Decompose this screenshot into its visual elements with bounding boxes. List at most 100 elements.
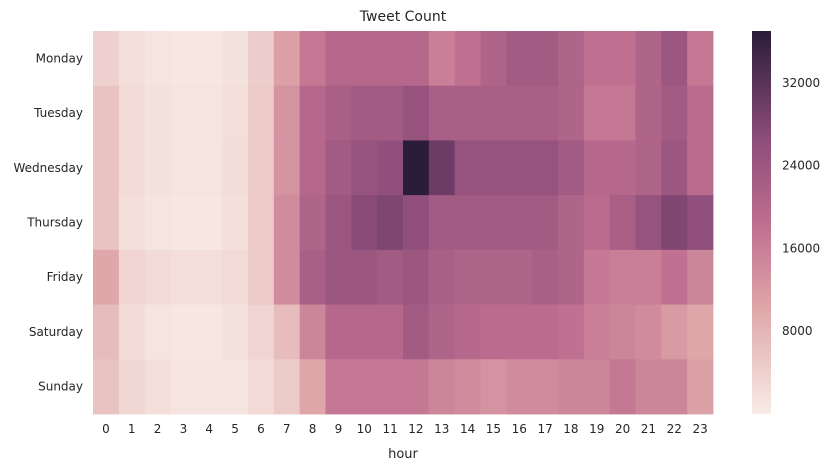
heatmap-cell-friday-2 (144, 249, 171, 305)
heatmap-cell-sunday-11 (377, 359, 404, 415)
heatmap-cell-wednesday-20 (609, 140, 636, 196)
x-tick-label: 18 (563, 422, 578, 436)
heatmap-cell-thursday-23 (687, 195, 714, 251)
heatmap-cell-sunday-20 (609, 359, 636, 415)
x-tick-labels: 0 1 2 3 4 5 6 7 8 9 10 11 12 13 14 15 16 17 18 19 20 21 22 23 (102, 422, 708, 436)
x-tick-label: 3 (180, 422, 188, 436)
heatmap-cell-thursday-19 (583, 195, 611, 251)
heatmap-cell-friday-15 (480, 249, 507, 305)
heatmap-cell-friday-20 (609, 249, 636, 305)
heatmap-cell-sunday-9 (325, 359, 352, 415)
heatmap-cell-saturday-8 (299, 304, 326, 360)
x-tick-label: 22 (667, 422, 682, 436)
heatmap-cell-friday-5 (222, 249, 249, 305)
heatmap-cell-wednesday-7 (273, 140, 301, 196)
heatmap-cell-thursday-6 (248, 195, 275, 251)
heatmap-cell-saturday-6 (248, 304, 275, 360)
heatmap-cell-wednesday-11 (377, 140, 404, 196)
x-tick-label: 20 (615, 422, 630, 436)
heatmap-cell-friday-11 (377, 249, 404, 305)
heatmap-cell-thursday-17 (532, 195, 559, 251)
heatmap-cell-saturday-2 (144, 304, 171, 360)
heatmap-cell-wednesday-16 (506, 140, 533, 196)
colorbar (752, 31, 771, 414)
heatmap-cell-saturday-12 (403, 304, 430, 360)
heatmap-cell-sunday-18 (558, 359, 585, 415)
heatmap-cell-wednesday-2 (144, 140, 171, 196)
heatmap-cell-thursday-15 (480, 195, 507, 251)
heatmap-cell-saturday-18 (558, 304, 585, 360)
heatmap-cell-monday-4 (196, 31, 223, 87)
heatmap-cell-wednesday-13 (428, 140, 456, 196)
heatmap-cell-wednesday-3 (170, 140, 197, 196)
heatmap-cell-saturday-22 (661, 304, 688, 360)
heatmap-cell-saturday-0 (93, 304, 120, 360)
heatmap-cell-tuesday-7 (273, 85, 301, 141)
heatmap-cell-friday-14 (454, 249, 481, 305)
heatmap-cell-saturday-19 (583, 304, 611, 360)
heatmap-cell-tuesday-19 (583, 85, 611, 141)
heatmap-cell-saturday-4 (196, 304, 223, 360)
heatmap-cell-saturday-10 (351, 304, 378, 360)
colorbar-tick-label: 16000 (782, 241, 820, 255)
heatmap-cell-wednesday-1 (118, 140, 146, 196)
heatmap-cell-monday-21 (635, 31, 662, 87)
x-tick-label: 12 (408, 422, 423, 436)
x-tick-label: 11 (382, 422, 397, 436)
heatmap-cell-friday-3 (170, 249, 197, 305)
heatmap-cell-friday-9 (325, 249, 352, 305)
heatmap-cell-friday-7 (273, 249, 301, 305)
colorbar-tick-label: 24000 (782, 159, 820, 173)
heatmap-cell-thursday-4 (196, 195, 223, 251)
heatmap-cell-sunday-14 (454, 359, 481, 415)
heatmap-cell-sunday-4 (196, 359, 223, 415)
heatmap-cell-saturday-15 (480, 304, 507, 360)
heatmap-cell-tuesday-15 (480, 85, 507, 141)
heatmap-cell-friday-16 (506, 249, 533, 305)
heatmap-cell-sunday-19 (583, 359, 611, 415)
heatmap-cell-sunday-23 (687, 359, 714, 415)
heatmap-cell-thursday-3 (170, 195, 197, 251)
x-tick-label: 15 (486, 422, 501, 436)
heatmap-cell-monday-1 (118, 31, 146, 87)
x-tick-label: 23 (692, 422, 707, 436)
heatmap-cell-sunday-8 (299, 359, 326, 415)
heatmap-cell-wednesday-22 (661, 140, 688, 196)
heatmap-cell-friday-10 (351, 249, 378, 305)
heatmap-cell-saturday-3 (170, 304, 197, 360)
heatmap-cell-saturday-13 (428, 304, 456, 360)
heatmap-cell-friday-12 (403, 249, 430, 305)
heatmap-cell-wednesday-4 (196, 140, 223, 196)
heatmap-cell-monday-0 (93, 31, 120, 87)
heatmap-cell-tuesday-21 (635, 85, 662, 141)
heatmap-cell-thursday-18 (558, 195, 585, 251)
x-tick-label: 13 (434, 422, 449, 436)
x-tick-label: 19 (589, 422, 604, 436)
heatmap-cell-tuesday-1 (118, 85, 146, 141)
heatmap-cell-tuesday-9 (325, 85, 352, 141)
x-tick-label: 2 (154, 422, 162, 436)
heatmap-cell-thursday-14 (454, 195, 481, 251)
y-tick-label: Friday (47, 270, 83, 284)
heatmap-cell-friday-22 (661, 249, 688, 305)
heatmap-cell-wednesday-17 (532, 140, 559, 196)
x-axis-label: hour (388, 447, 418, 462)
heatmap-cell-wednesday-18 (558, 140, 585, 196)
x-tick-label: 0 (102, 422, 110, 436)
heatmap-cell-tuesday-3 (170, 85, 197, 141)
heatmap-cell-monday-18 (558, 31, 585, 87)
heatmap-cell-monday-11 (377, 31, 404, 87)
x-tick-label: 8 (309, 422, 317, 436)
heatmap-cell-wednesday-8 (299, 140, 326, 196)
heatmap-cell-sunday-22 (661, 359, 688, 415)
heatmap-cell-saturday-9 (325, 304, 352, 360)
heatmap-cell-saturday-23 (687, 304, 714, 360)
heatmap-cell-monday-10 (351, 31, 378, 87)
heatmap-cell-monday-9 (325, 31, 352, 87)
heatmap-cell-monday-16 (506, 31, 533, 87)
heatmap-cell-thursday-2 (144, 195, 171, 251)
heatmap-cell-monday-14 (454, 31, 481, 87)
y-tick-label: Thursday (26, 216, 83, 230)
y-tick-label: Saturday (29, 325, 83, 339)
